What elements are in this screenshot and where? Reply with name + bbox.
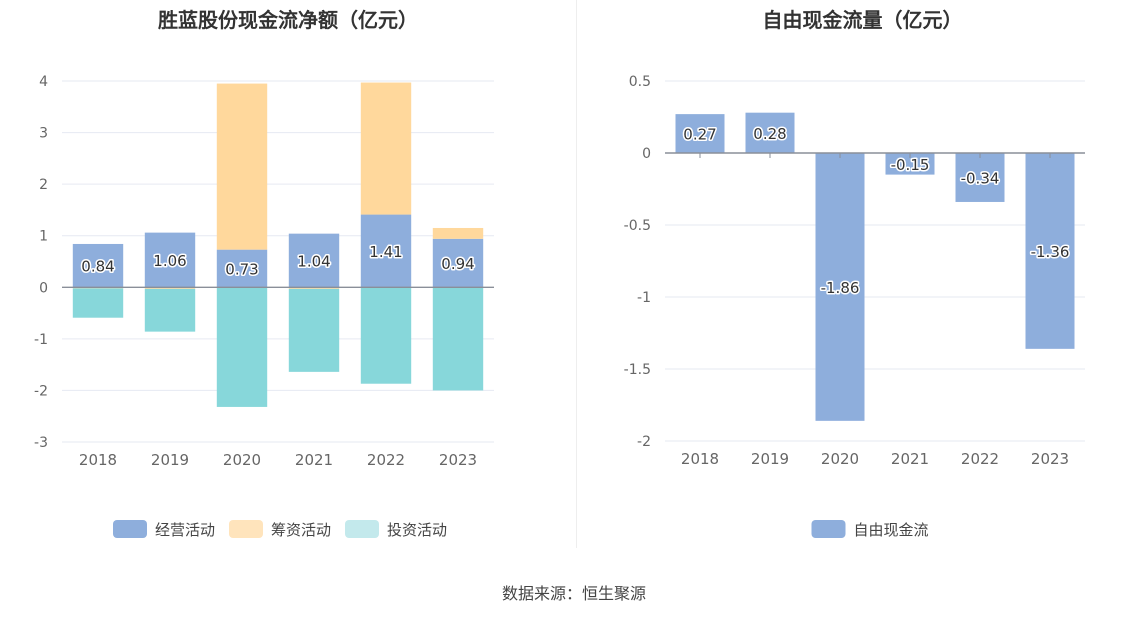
- bar: [144, 288, 196, 332]
- bar: [360, 82, 412, 215]
- legend-swatch: [811, 520, 846, 538]
- legend-swatch: [113, 520, 147, 538]
- bar: [815, 153, 865, 421]
- data-label: -1.86: [821, 279, 860, 297]
- data-label: 0.84: [81, 258, 114, 276]
- bar: [144, 232, 196, 288]
- bar: [1025, 153, 1075, 349]
- x-tick-label: 2020: [223, 451, 261, 469]
- data-label: 0.28: [753, 125, 786, 143]
- bar: [216, 249, 268, 288]
- data-label: 0.94: [441, 255, 474, 273]
- free-cash-flow-chart-panel: 自由现金流量（亿元） 0.5 0 -0.5 -1 -1.5 -2 2018 2019 2020 2…: [577, 0, 1148, 560]
- bar: [288, 287, 340, 289]
- x-tick-label: 2018: [79, 451, 117, 469]
- legend-label: 自由现金流: [854, 521, 929, 539]
- y-tick-label: 0.5: [629, 74, 651, 90]
- chart-title: 胜蓝股份现金流净额（亿元）: [158, 8, 418, 32]
- x-tick-label: 2019: [751, 450, 789, 468]
- data-label: 1.04: [297, 252, 330, 270]
- bar: [432, 238, 484, 288]
- y-tick-label: 0: [642, 146, 651, 162]
- bar: [432, 287, 484, 391]
- legend-label: 筹资活动: [271, 521, 331, 539]
- free-cash-flow-chart: 0.5 0 -0.5 -1 -1.5 -2 2018 2019 2020 2021 2022 2023…: [624, 74, 1085, 539]
- y-tick-label: 0: [39, 280, 48, 296]
- data-label: 0.73: [225, 260, 258, 278]
- bar: [360, 214, 412, 288]
- x-tick-label: 2023: [439, 451, 477, 469]
- x-tick-label: 2022: [961, 450, 999, 468]
- bar: [360, 287, 412, 384]
- y-tick-label: 3: [39, 126, 48, 142]
- y-tick-label: -1: [34, 332, 48, 348]
- bar: [955, 153, 1005, 202]
- legend-swatch: [229, 520, 263, 538]
- bar: [216, 287, 268, 407]
- data-label: 1.41: [369, 243, 402, 261]
- data-label: -0.34: [961, 169, 1000, 187]
- bar: [144, 287, 196, 289]
- data-label: -0.15: [891, 156, 930, 174]
- data-label: 0.27: [683, 126, 716, 144]
- legend-label: 经营活动: [155, 521, 215, 539]
- legend-label: 投资活动: [387, 521, 447, 539]
- x-tick-label: 2023: [1031, 450, 1069, 468]
- bar: [675, 114, 725, 153]
- x-tick-label: 2021: [891, 450, 929, 468]
- y-tick-label: -2: [637, 434, 651, 450]
- bar: [288, 233, 340, 288]
- data-source: 数据来源：恒生聚源: [501, 584, 646, 603]
- y-tick-label: -2: [34, 383, 48, 399]
- legend-swatch: [345, 520, 379, 538]
- y-tick-label: -1.5: [624, 362, 651, 378]
- y-tick-label: 1: [39, 229, 48, 245]
- y-tick-label: -1: [637, 290, 651, 306]
- data-label: 1.06: [153, 252, 186, 270]
- data-label: -1.36: [1031, 243, 1070, 261]
- y-tick-label: 4: [39, 74, 48, 90]
- x-tick-label: 2018: [681, 450, 719, 468]
- x-tick-label: 2020: [821, 450, 859, 468]
- chart-title: 自由现金流量（亿元）: [762, 8, 963, 32]
- bar: [745, 112, 795, 153]
- bar: [72, 243, 124, 288]
- y-tick-label: -3: [34, 435, 48, 451]
- cash-flow-chart-panel: 胜蓝股份现金流净额（亿元） 4 3 2 1 0 -1 -2 -3 2018 2019 2020 202…: [0, 0, 576, 560]
- bar: [72, 288, 124, 318]
- x-tick-label: 2019: [151, 451, 189, 469]
- cash-flow-chart: 4 3 2 1 0 -1 -2 -3 2018 2019 2020 2021 2022 2023 0.84 1…: [34, 74, 494, 539]
- x-tick-label: 2021: [295, 451, 333, 469]
- x-tick-label: 2022: [367, 451, 405, 469]
- bar: [288, 288, 340, 372]
- y-tick-label: -0.5: [624, 218, 651, 234]
- bar: [216, 83, 268, 250]
- y-tick-label: 2: [39, 177, 48, 193]
- bar: [885, 153, 935, 175]
- panel-divider: [576, 0, 577, 548]
- bar: [432, 227, 484, 239]
